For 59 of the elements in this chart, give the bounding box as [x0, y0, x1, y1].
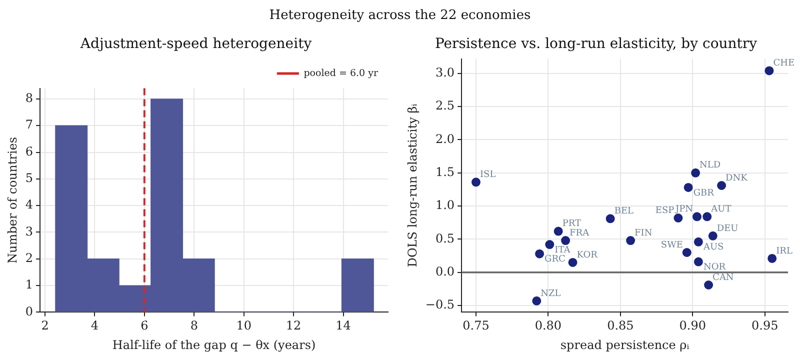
x-tick-label: 0.95	[752, 318, 778, 333]
y-tick-label: 2.5	[435, 98, 455, 113]
annotation: AUT	[710, 204, 732, 215]
x-axis-title: spread persistence ρᵢ	[560, 338, 690, 352]
text: Heterogeneity across the 22 economies	[268, 6, 532, 24]
annotation: SWE	[660, 240, 683, 250]
x-tick-label: 14	[336, 318, 352, 333]
y-tick-label: 1.5	[435, 165, 455, 180]
y-axis-title: DOLS long-run elasticity βᵢ	[405, 103, 420, 268]
legend-label: pooled = 6.0 yr	[304, 68, 378, 80]
chart-title: Persistence vs. long-run elasticity, by country	[434, 36, 758, 52]
annotation: IRL	[776, 246, 792, 256]
y-tick-label: 3	[25, 224, 34, 238]
annotation: ESP	[655, 206, 674, 216]
annotation: KOR	[576, 250, 598, 260]
y-tick-label: 2.0	[435, 132, 455, 146]
y-tick-label: 2	[25, 251, 34, 266]
annotation: FRA	[570, 228, 590, 238]
x-tick-label: 6	[140, 318, 148, 333]
annotation: GRC	[544, 254, 566, 265]
x-tick-label: 0.80	[534, 318, 562, 333]
annotation: NOR	[703, 262, 726, 273]
x-tick-label: 0.75	[462, 318, 490, 333]
annotation: DEU	[716, 224, 739, 234]
y-tick-label: 0.0	[435, 264, 455, 279]
y-tick-label: −0.5	[425, 298, 455, 312]
chart-title: Adjustment-speed heterogeneity	[79, 36, 312, 52]
annotation: ISL	[480, 170, 496, 180]
y-tick-label: 8	[25, 91, 34, 106]
annotation: JPN	[674, 204, 694, 215]
annotation: NLD	[700, 160, 721, 171]
y-axis-title: Number of countries	[5, 137, 20, 264]
annotation: CAN	[712, 272, 734, 283]
y-tick-label: 6	[25, 144, 34, 158]
x-axis-title: Half-life of the gap q − θx (years)	[112, 338, 316, 352]
x-tick-label: 8	[190, 318, 198, 333]
x-tick-label: 4	[90, 318, 99, 333]
y-tick-label: 4	[25, 198, 34, 212]
annotation: BEL	[614, 206, 634, 217]
y-tick-label: 7	[25, 118, 34, 132]
annotation: FIN	[634, 228, 652, 238]
y-tick-label: 5	[25, 171, 34, 186]
annotation: CHE	[773, 58, 795, 69]
y-tick-label: 0	[25, 304, 34, 318]
x-tick-label: 2	[41, 318, 49, 333]
y-tick-label: 0.5	[435, 231, 455, 246]
x-tick-label: 12	[286, 318, 302, 333]
x-tick-label: 10	[236, 318, 252, 333]
x-tick-label: 0.90	[679, 318, 706, 333]
annotation: NZL	[540, 288, 561, 299]
annotation: DNK	[726, 173, 748, 184]
y-tick-label: 3.0	[435, 66, 455, 80]
annotation: ITA	[554, 245, 571, 256]
annotation: AUS	[702, 242, 724, 253]
annotation: PRT	[562, 219, 582, 230]
y-tick-label: 1	[25, 278, 34, 292]
x-tick-label: 0.85	[607, 318, 634, 333]
y-tick-label: 1.0	[435, 198, 455, 212]
annotation: GBR	[693, 188, 714, 198]
